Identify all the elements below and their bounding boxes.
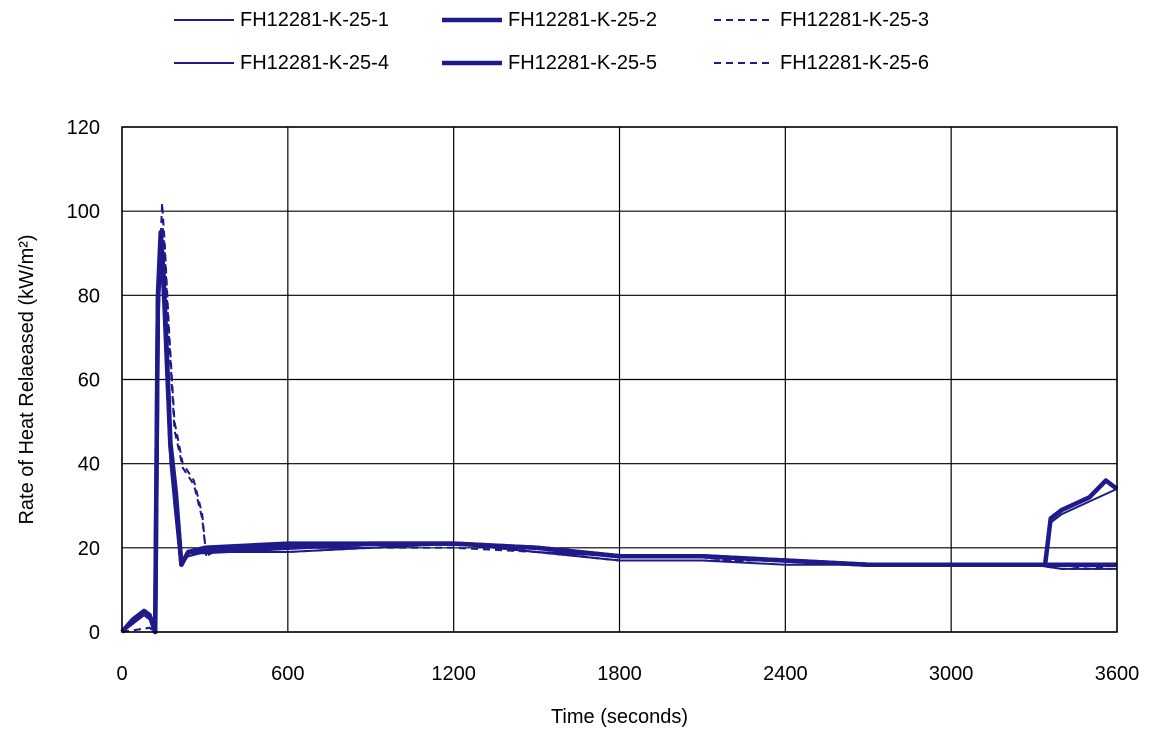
x-tick-label: 1200 (431, 663, 476, 685)
x-tick-label: 3600 (1095, 663, 1140, 685)
y-tick-label: 80 (78, 285, 100, 307)
legend-item: FH12281-K-25-1 (172, 5, 389, 35)
x-tick-label: 3000 (929, 663, 974, 685)
legend-item: FH12281-K-25-4 (172, 48, 389, 78)
plot-frame (121, 126, 1118, 633)
series-line-3 (121, 201, 1118, 633)
legend-swatch (714, 19, 774, 21)
legend: FH12281-K-25-1 FH12281-K-25-2 FH12281-K-25… (0, 0, 1158, 95)
legend-item: FH12281-K-25-6 (712, 48, 929, 78)
legend-label: FH12281-K-25-1 (240, 8, 389, 31)
y-tick-label: 120 (67, 117, 100, 139)
y-tick-label: 60 (78, 370, 100, 392)
legend-swatch (174, 62, 234, 64)
x-tick-label: 1800 (597, 663, 642, 685)
legend-swatch (174, 19, 234, 21)
x-tick-label: 600 (271, 663, 304, 685)
legend-label: FH12281-K-25-5 (508, 51, 657, 74)
x-axis-title: Time (seconds) (551, 706, 688, 728)
legend-label: FH12281-K-25-2 (508, 8, 657, 31)
y-tick-label: 20 (78, 538, 100, 560)
x-tick-label: 0 (116, 663, 127, 685)
x-tick-label: 2400 (763, 663, 808, 685)
legend-item: FH12281-K-25-2 (440, 5, 657, 35)
legend-label: FH12281-K-25-4 (240, 51, 389, 74)
series-layer (120, 201, 1119, 635)
legend-label: FH12281-K-25-6 (780, 51, 929, 74)
legend-swatch (714, 62, 774, 64)
legend-item: FH12281-K-25-5 (440, 48, 657, 78)
legend-swatch (442, 60, 502, 66)
legend-swatch (442, 17, 502, 23)
y-tick-label: 0 (89, 622, 100, 644)
legend-item: FH12281-K-25-3 (712, 5, 929, 35)
y-tick-label: 40 (78, 454, 100, 476)
x-tick-labels: 0 600 1200 1800 2400 3000 3600 (116, 663, 1139, 685)
y-tick-labels: 0 20 40 60 80 100 120 (67, 117, 100, 644)
legend-label: FH12281-K-25-3 (780, 8, 929, 31)
y-axis-title: Rate of Heat Relaeased (kW/m²) (16, 234, 38, 524)
y-tick-label: 100 (67, 201, 100, 223)
